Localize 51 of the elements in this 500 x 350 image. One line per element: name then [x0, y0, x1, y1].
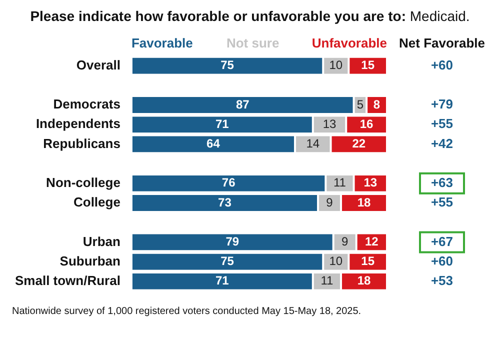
data-label: 79 — [226, 234, 240, 249]
data-label: 15 — [361, 254, 375, 268]
text: +42 — [430, 136, 454, 151]
text: +53 — [430, 272, 454, 288]
data-label: 18 — [357, 195, 371, 210]
data-label: 73 — [218, 195, 232, 210]
y-tick-label: Democrats — [53, 96, 120, 112]
data-label: 5 — [356, 97, 364, 112]
data-label: 75 — [220, 58, 234, 72]
data-label: 22 — [352, 136, 366, 151]
y-tick-label: College — [73, 194, 120, 210]
data-label: 71 — [215, 274, 230, 288]
text: +55 — [430, 194, 454, 210]
data-label: 9 — [326, 195, 334, 210]
data-label: 18 — [357, 274, 371, 288]
data-label: 10 — [329, 58, 343, 72]
text: +79 — [430, 96, 454, 112]
data-label: 13 — [364, 176, 378, 190]
y-tick-label: Independents — [36, 116, 120, 132]
data-label: 64 — [206, 136, 220, 151]
data-label: 87 — [236, 97, 250, 112]
data-label: 11 — [333, 176, 346, 190]
data-label: 10 — [329, 254, 343, 268]
chart-title: Please indicate how favorable or unfavorable you are to: Medicaid. — [30, 8, 470, 24]
y-tick-label: Overall — [76, 57, 120, 72]
data-label: 11 — [320, 274, 334, 288]
data-label: 71 — [215, 116, 230, 131]
data-label: 8 — [373, 97, 380, 112]
text: Net Favorable — [399, 36, 485, 51]
data-label: 16 — [360, 116, 374, 131]
data-label: 76 — [222, 176, 236, 190]
data-label: 15 — [361, 58, 375, 72]
y-tick-label: Urban — [82, 234, 121, 249]
text: +63 — [430, 174, 454, 190]
text: +60 — [430, 57, 454, 72]
data-label: 12 — [364, 234, 379, 249]
text: +67 — [430, 234, 454, 249]
y-tick-label: Republicans — [43, 136, 120, 151]
text: +55 — [430, 116, 454, 132]
data-label: 13 — [322, 116, 336, 131]
y-tick-label: Non-college — [46, 174, 120, 190]
series-label: Unfavorable — [312, 36, 387, 51]
series-label: Favorable — [131, 36, 193, 51]
data-label: 9 — [341, 234, 348, 249]
y-tick-label: Suburban — [60, 253, 121, 268]
text: Not sure — [226, 36, 280, 51]
y-tick-label: Small town/Rural — [14, 272, 120, 288]
data-label: 75 — [220, 254, 234, 268]
text: +60 — [430, 253, 454, 268]
text: Nationwide survey of 1,000 registered voters conducted May 15-May 18, 2025. — [12, 306, 362, 317]
data-label: 14 — [306, 136, 320, 151]
